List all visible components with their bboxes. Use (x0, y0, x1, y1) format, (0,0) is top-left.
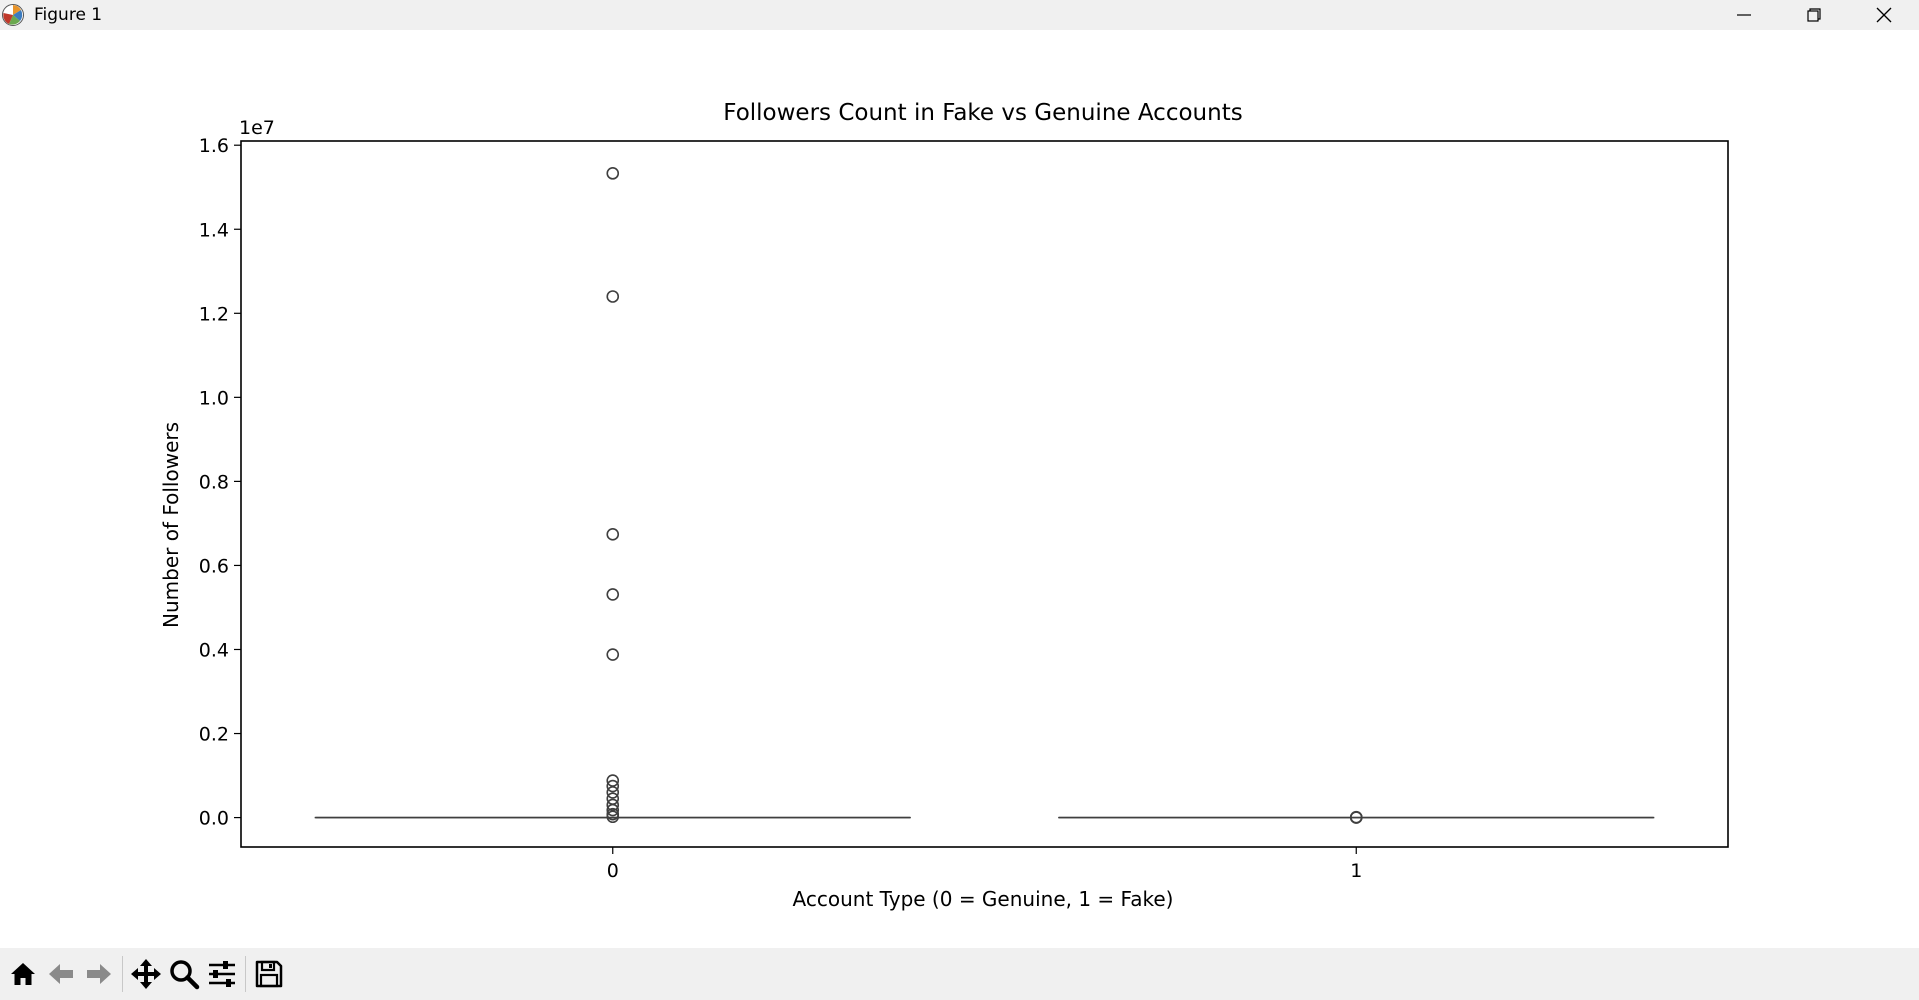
y-tick-label: 0.8 (199, 471, 229, 493)
toolbar-separator (245, 956, 246, 992)
minimize-icon (1737, 14, 1751, 16)
outlier-point (606, 803, 620, 817)
minimize-button[interactable] (1709, 0, 1779, 30)
window-title: Figure 1 (34, 5, 103, 25)
matplotlib-logo-icon (2, 4, 24, 26)
y-axis-label: Number of Followers (159, 422, 183, 628)
y-tick-label: 0.6 (199, 555, 229, 577)
back-button[interactable] (42, 954, 80, 994)
y-tick-label: 1.2 (199, 303, 229, 325)
home-icon (11, 963, 35, 985)
y-tick-label: 1.0 (199, 387, 229, 409)
outlier-point (606, 167, 620, 180)
back-arrow-icon (49, 964, 73, 984)
configure-subplots-button[interactable] (203, 954, 241, 994)
save-button[interactable] (250, 954, 288, 994)
outlier-point (606, 779, 620, 793)
window-titlebar: Figure 1 (0, 0, 1919, 30)
outlier-point (606, 786, 620, 799)
y-tick-label: 1.4 (199, 219, 229, 241)
pan-button[interactable] (127, 954, 165, 994)
zoom-button[interactable] (165, 954, 203, 994)
y-tick-label: 0.0 (199, 808, 229, 830)
outlier-point (606, 792, 620, 805)
close-icon (1876, 7, 1892, 23)
pan-move-icon (131, 959, 161, 989)
home-button[interactable] (4, 954, 42, 994)
toolbar-separator (122, 956, 123, 992)
outlier-point (606, 810, 620, 824)
y-tick-label: 0.4 (199, 639, 229, 661)
restore-button[interactable] (1779, 0, 1849, 30)
save-floppy-icon (255, 960, 283, 988)
y-tick-label: 1.6 (199, 135, 229, 157)
zoom-magnifier-icon (170, 960, 200, 990)
x-tick-label: 0 (607, 860, 619, 882)
x-tick-label: 1 (1350, 860, 1362, 882)
close-button[interactable] (1849, 0, 1919, 30)
forward-button[interactable] (80, 954, 118, 994)
figure-canvas[interactable]: Followers Count in Fake vs Genuine Accou… (0, 30, 1919, 948)
outlier-point (606, 528, 620, 541)
y-axis-offset-label: 1e7 (239, 117, 275, 139)
navigation-toolbar (0, 948, 1919, 1000)
window-controls (1709, 0, 1919, 30)
configure-subplots-icon (209, 961, 235, 987)
outlier-point (606, 588, 620, 601)
outlier-point (606, 648, 620, 661)
box-plot-chart: Followers Count in Fake vs Genuine Accou… (159, 100, 1729, 911)
outlier-point (1349, 811, 1363, 824)
forward-arrow-icon (87, 964, 111, 984)
outlier-point (606, 290, 620, 303)
chart-title: Followers Count in Fake vs Genuine Accou… (723, 100, 1242, 126)
restore-icon (1807, 8, 1821, 22)
plot-area-frame (240, 140, 1729, 848)
y-tick-label: 0.2 (199, 724, 229, 746)
x-axis-label: Account Type (0 = Genuine, 1 = Fake) (793, 887, 1174, 911)
